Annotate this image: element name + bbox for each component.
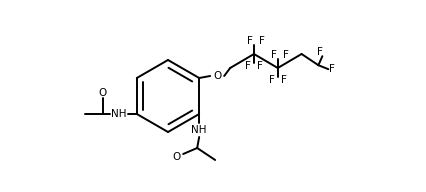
Text: F: F <box>271 50 277 60</box>
Text: O: O <box>213 71 221 81</box>
Text: F: F <box>329 64 335 74</box>
Text: F: F <box>317 47 323 57</box>
Text: O: O <box>172 152 180 162</box>
Text: F: F <box>283 50 289 60</box>
Text: F: F <box>281 75 287 85</box>
Text: F: F <box>257 61 263 71</box>
Text: F: F <box>269 75 275 85</box>
Text: F: F <box>259 36 265 46</box>
Text: NH: NH <box>111 109 127 119</box>
Text: O: O <box>99 88 107 98</box>
Text: F: F <box>247 36 253 46</box>
Text: NH: NH <box>191 125 207 135</box>
Text: F: F <box>245 61 251 71</box>
